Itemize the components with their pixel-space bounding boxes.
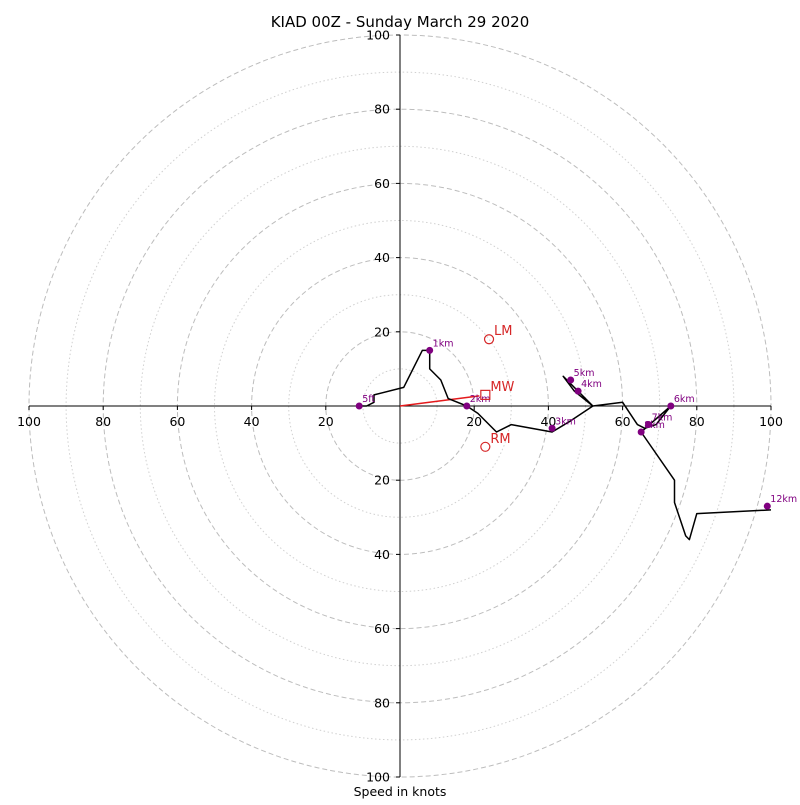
height-marker-label: 8km <box>644 420 665 431</box>
y-tick-label: 80 <box>374 102 390 117</box>
height-marker-point <box>355 402 363 410</box>
height-marker-label: 4km <box>581 379 602 390</box>
storm-motion-marker <box>480 441 491 452</box>
x-tick-label: 40 <box>244 414 260 429</box>
x-tick-label: 100 <box>17 414 41 429</box>
height-marker-point <box>763 502 771 510</box>
chart-title: KIAD 00Z - Sunday March 29 2020 <box>271 13 530 31</box>
x-tick-label: 20 <box>466 414 482 429</box>
x-tick-label: 60 <box>615 414 631 429</box>
y-tick-label: 40 <box>374 250 390 265</box>
storm-motion-label: LM <box>494 324 512 339</box>
height-marker-point <box>567 376 575 384</box>
y-tick-label: 40 <box>374 547 390 562</box>
storm-motion-marker <box>480 389 491 400</box>
height-marker-point <box>574 387 582 395</box>
y-tick-label: 100 <box>366 770 390 785</box>
height-marker-point <box>667 402 675 410</box>
y-tick-label: 20 <box>374 473 390 488</box>
y-tick-label: 60 <box>374 176 390 191</box>
height-marker-label: 12km <box>770 494 797 505</box>
height-marker-point <box>463 402 471 410</box>
storm-motion-marker <box>483 334 495 345</box>
height-marker-label: 5km <box>574 368 595 379</box>
storm-motion-label: MW <box>490 380 514 395</box>
y-tick-label: 80 <box>374 695 390 710</box>
height-marker-label: 7km <box>652 413 673 424</box>
height-marker-label: 3km <box>555 416 576 427</box>
x-tick-label: 100 <box>759 414 783 429</box>
y-tick-label: 60 <box>374 621 390 636</box>
storm-motion-group: LM MW RM <box>480 324 515 452</box>
height-marker-point <box>548 424 556 432</box>
hodograph-trace-group <box>359 349 772 541</box>
height-marker-label: 6km <box>674 394 695 405</box>
height-marker-point <box>637 428 645 436</box>
height-marker-label: 2km <box>470 394 491 405</box>
shear-vector-line <box>399 395 480 407</box>
height-marker-label: 1km <box>433 338 454 349</box>
height-marker-label: 5ft <box>362 394 375 405</box>
height-marker-point <box>426 346 434 354</box>
y-tick-label: 20 <box>374 324 390 339</box>
height-marker-point <box>645 421 653 429</box>
tick-label-group: 100 80 60 40 20 20 40 60 80 100100806040202040608… <box>17 28 783 785</box>
x-axis-label: Speed in knots <box>354 784 447 799</box>
hodograph-line <box>359 349 772 541</box>
x-tick-label: 20 <box>318 414 334 429</box>
x-tick-label: 80 <box>689 414 705 429</box>
y-tick-label: 100 <box>366 28 390 43</box>
shear-vector-group <box>399 395 480 407</box>
x-tick-label: 80 <box>95 414 111 429</box>
x-tick-label: 60 <box>169 414 185 429</box>
storm-motion-label: RM <box>490 432 510 447</box>
